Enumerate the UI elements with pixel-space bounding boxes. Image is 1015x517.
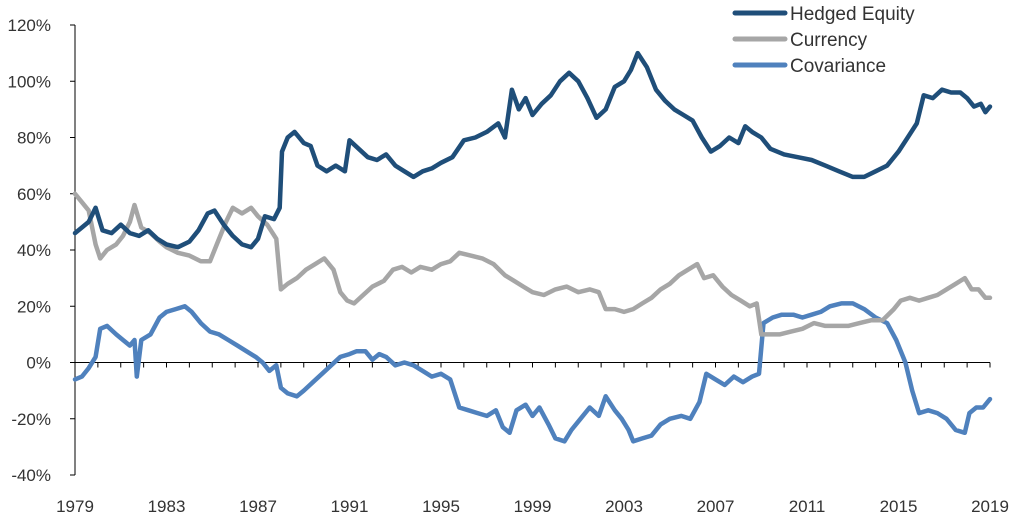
- legend-label: Currency: [790, 30, 868, 51]
- y-axis: -40% -20% 0% 20% 40% 60% 80% 100% 120%: [8, 16, 76, 485]
- legend: Hedged Equity Currency Covariance: [732, 4, 915, 77]
- x-tick-label: 1979: [56, 497, 94, 516]
- y-tick-label: -20%: [11, 410, 51, 429]
- y-tick-label: -40%: [11, 466, 51, 485]
- y-tick-label: 0%: [26, 354, 51, 373]
- x-tick-label: 2019: [971, 497, 1009, 516]
- x-tick-label: 1995: [422, 497, 460, 516]
- x-tick-label: 1991: [331, 497, 369, 516]
- x-tick-label: 1999: [514, 497, 552, 516]
- y-tick-label: 100%: [8, 72, 51, 91]
- x-tick-label: 2007: [697, 497, 735, 516]
- x-tick-label: 2015: [880, 497, 918, 516]
- legend-label: Hedged Equity: [790, 4, 915, 25]
- y-tick-label: 60%: [17, 185, 51, 204]
- y-tick-label: 20%: [17, 297, 51, 316]
- series-line-hedged-equity: [72, 50, 993, 250]
- series-line-covariance: [72, 301, 993, 444]
- x-tick-label: 1983: [148, 497, 186, 516]
- x-tick-label: 2011: [789, 497, 826, 516]
- plot-area: [72, 50, 993, 444]
- y-tick-label: 120%: [8, 16, 51, 35]
- x-tick-label: 2003: [605, 497, 643, 516]
- series-line-currency: [72, 191, 993, 337]
- y-tick-label: 80%: [17, 129, 51, 148]
- x-tick-label: 1987: [239, 497, 277, 516]
- legend-label: Covariance: [790, 56, 886, 77]
- x-axis: 1979 1983 1987 1991 1995 1999 2003 2007 2011 2015…: [56, 362, 1009, 516]
- y-tick-label: 40%: [17, 241, 51, 260]
